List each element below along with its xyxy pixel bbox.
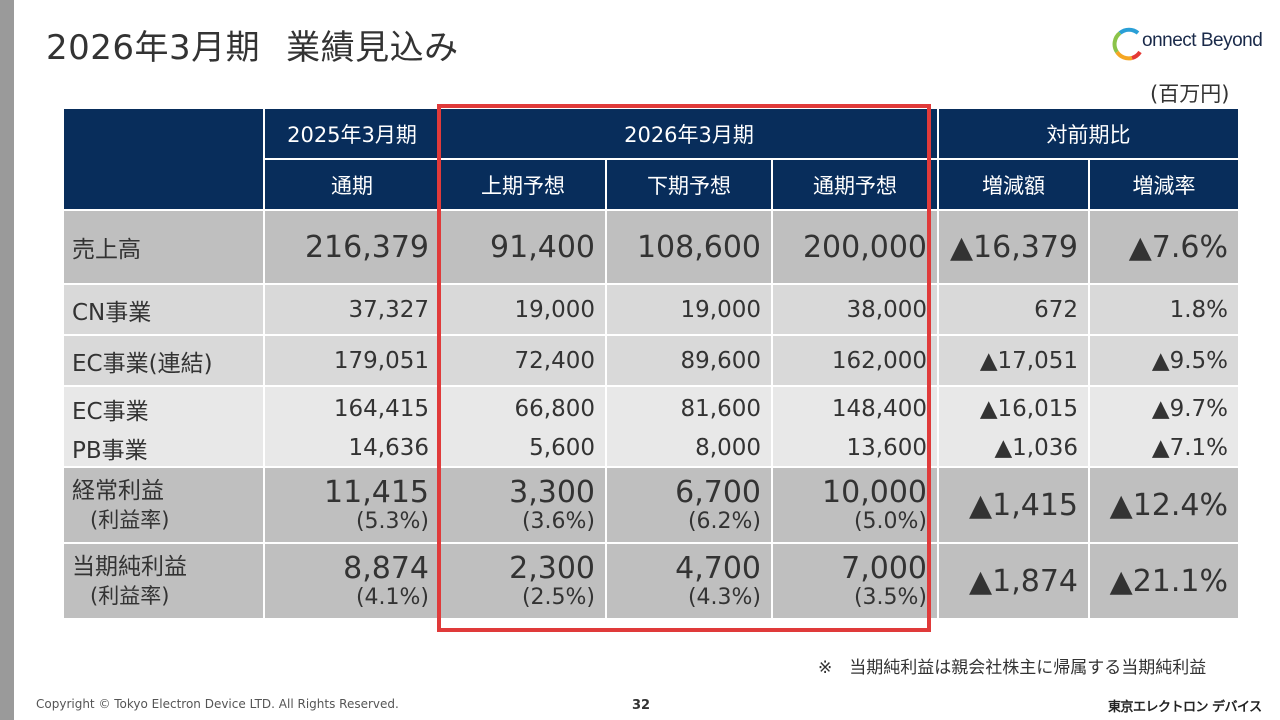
header-row-1: 2025年3月期 2026年3月期 対前期比: [62, 107, 1240, 211]
cell-value: 162,000: [771, 334, 939, 387]
title-text: 業績見込み: [286, 28, 459, 68]
cell-value: 89,600: [605, 334, 773, 387]
logo-text: onnect Beyond: [1142, 30, 1263, 51]
row-label-cn: CN事業: [62, 283, 265, 336]
cell-value: ▲17,051: [937, 334, 1090, 387]
cell-value: 37,327: [263, 283, 441, 336]
table-row: PB事業 14,636 5,600 8,000 13,600 ▲1,036 ▲7…: [62, 430, 1240, 468]
cell-value: 3,300 (3.6%): [439, 466, 607, 544]
row-sublabel-text: (利益率): [90, 584, 170, 608]
row-label-ec-consolidated: EC事業(連結): [62, 334, 265, 387]
cell-value: 216,379: [263, 209, 441, 285]
header-blank-cell: [62, 107, 265, 211]
cell-value: 4,700 (4.3%): [605, 542, 773, 620]
cell-value: ▲1,874: [937, 542, 1090, 620]
cell-value: ▲9.5%: [1088, 334, 1240, 387]
cell-value: 66,800: [439, 385, 607, 430]
cell-value: 200,000: [771, 209, 939, 285]
cell-value: 6,700 (6.2%): [605, 466, 773, 544]
unit-label: (百万円): [1150, 82, 1230, 106]
row-label-sales: 売上高: [62, 209, 265, 285]
table-row: CN事業 37,327 19,000 19,000 38,000 672 1.8…: [62, 283, 1240, 336]
cell-value: 81,600: [605, 385, 773, 430]
cell-value: 2,300 (2.5%): [439, 542, 607, 620]
header-h2-forecast: 下期予想: [605, 158, 773, 211]
cell-value: 1.8%: [1088, 283, 1240, 336]
cell-value: 11,415 (5.3%): [263, 466, 441, 544]
connect-beyond-logo: onnect Beyond: [1112, 24, 1263, 64]
page-title: 2026年3月期 業績見込み: [46, 20, 459, 69]
header-change-rate: 増減率: [1088, 158, 1240, 211]
cell-value: 8,000: [605, 430, 773, 468]
cell-value: 72,400: [439, 334, 607, 387]
cell-value: ▲16,379: [937, 209, 1090, 285]
row-label-net-income: 当期純利益 (利益率): [62, 542, 265, 620]
footnote: ※ 当期純利益は親会社株主に帰属する当期純利益: [818, 658, 1207, 678]
cell-value: ▲12.4%: [1088, 466, 1240, 544]
company-logo-text: 東京エレクトロン デバイス: [1108, 700, 1262, 715]
header-full-forecast: 通期予想: [771, 158, 939, 211]
row-label-pb: PB事業: [62, 430, 265, 468]
cell-value: ▲1,036: [937, 430, 1090, 468]
cell-value: 5,600: [439, 430, 607, 468]
left-accent-bar: [0, 0, 14, 720]
header-row-2: 通期 上期予想 下期予想 通期予想 増減額 増減率: [63, 158, 1240, 211]
table-row: 当期純利益 (利益率) 8,874 (4.1%) 2,300 (2.5%) 4,70…: [62, 542, 1240, 620]
header-full-year: 通期: [263, 158, 441, 211]
cell-value: 108,600: [605, 209, 773, 285]
cell-value: 14,636: [263, 430, 441, 468]
table-row: 売上高 216,379 91,400 108,600 200,000 ▲16,3…: [62, 209, 1240, 285]
cell-value: 13,600: [771, 430, 939, 468]
title-period: 2026年3月期: [46, 28, 261, 68]
cell-value: 148,400: [771, 385, 939, 430]
cell-value: ▲7.6%: [1088, 209, 1240, 285]
header-fy2025: 2025年3月期: [263, 107, 441, 160]
cell-value: ▲21.1%: [1088, 542, 1240, 620]
logo-ring-icon: [1112, 27, 1142, 61]
cell-value: ▲1,415: [937, 466, 1090, 544]
cell-value: 10,000 (5.0%): [771, 466, 939, 544]
table-row: EC事業 164,415 66,800 81,600 148,400 ▲16,0…: [62, 385, 1240, 430]
row-label-ec: EC事業: [62, 385, 265, 430]
header-fy2026: 2026年3月期: [439, 107, 939, 160]
page-number: 32: [632, 698, 651, 713]
cell-value: 8,874 (4.1%): [263, 542, 441, 620]
cell-value: 19,000: [605, 283, 773, 336]
row-label-text: 経常利益: [72, 478, 164, 504]
cell-value: 38,000: [771, 283, 939, 336]
cell-value: 7,000 (3.5%): [771, 542, 939, 620]
header-change-amount: 増減額: [937, 158, 1090, 211]
header-yoy: 対前期比: [937, 107, 1240, 160]
cell-value: 672: [937, 283, 1090, 336]
row-label-text: 当期純利益: [72, 554, 187, 580]
cell-value: ▲7.1%: [1088, 430, 1240, 468]
cell-value: 19,000: [439, 283, 607, 336]
copyright-notice: Copyright © Tokyo Electron Device LTD. A…: [36, 697, 399, 711]
cell-value: ▲16,015: [937, 385, 1090, 430]
table-row: EC事業(連結) 179,051 72,400 89,600 162,000 ▲…: [62, 334, 1240, 387]
cell-value: 164,415: [263, 385, 441, 430]
row-label-ordinary-profit: 経常利益 (利益率): [62, 466, 265, 544]
header-h1-forecast: 上期予想: [439, 158, 607, 211]
cell-value: 179,051: [263, 334, 441, 387]
cell-value: 91,400: [439, 209, 607, 285]
table-row: 経常利益 (利益率) 11,415 (5.3%) 3,300 (3.6%) 6,70…: [62, 466, 1240, 544]
results-forecast-table: 2025年3月期 2026年3月期 対前期比 通期 上期予想 下期予想 通期予想…: [62, 107, 1240, 620]
cell-value: ▲9.7%: [1088, 385, 1240, 430]
row-sublabel-text: (利益率): [90, 508, 170, 532]
